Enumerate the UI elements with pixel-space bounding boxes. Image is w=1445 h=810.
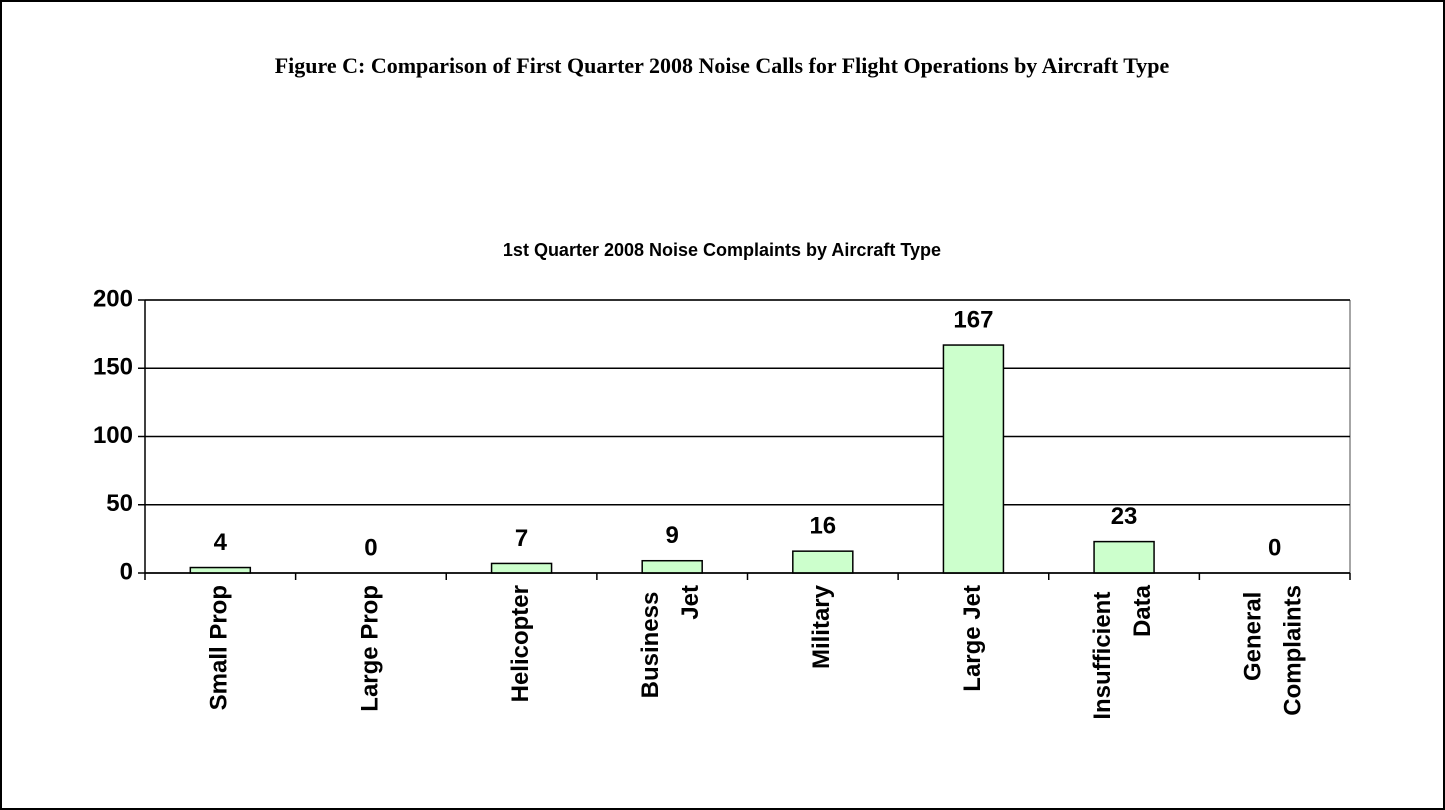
- y-tick-label: 100: [93, 422, 133, 449]
- value-label: 23: [1111, 503, 1138, 530]
- x-tick-label-line: General: [1240, 585, 1267, 681]
- x-tick-label-line: Insufficient: [1089, 585, 1116, 720]
- y-tick-label: 200: [93, 285, 133, 312]
- bar: [641, 559, 703, 574]
- y-tick-label: 150: [93, 354, 133, 381]
- x-tick-label-line: Business: [638, 585, 665, 698]
- value-label: 167: [953, 306, 993, 333]
- value-label: 4: [214, 529, 228, 556]
- x-tick-label: Large Prop: [356, 585, 383, 712]
- figure-title: Figure C: Comparison of First Quarter 20…: [275, 53, 1170, 78]
- x-tick-label: Small Prop: [206, 585, 233, 710]
- x-tick-label-line: Data: [1129, 584, 1156, 637]
- x-tick-label: Helicopter: [507, 585, 534, 702]
- x-tick-label: Large Jet: [959, 585, 986, 692]
- y-tick-label: 0: [120, 558, 133, 585]
- value-label: 0: [1268, 534, 1281, 561]
- bar: [1093, 540, 1155, 574]
- bar: [792, 550, 854, 574]
- chart-title: 1st Quarter 2008 Noise Complaints by Air…: [503, 240, 941, 260]
- y-tick-label: 50: [106, 490, 133, 517]
- bar: [942, 344, 1005, 574]
- x-tick-label-line: Complaints: [1280, 585, 1307, 716]
- x-tick-label: Military: [808, 584, 835, 669]
- value-label: 16: [809, 513, 836, 540]
- value-label: 0: [364, 534, 377, 561]
- bar: [490, 562, 553, 574]
- bar: [189, 566, 252, 574]
- x-tick-label: General Complaints: [1240, 585, 1307, 716]
- x-tick-label: Business Jet: [638, 585, 705, 698]
- x-tick-label-line: Jet: [678, 585, 705, 620]
- value-label: 7: [515, 525, 528, 552]
- x-tick-label: Insufficient Data: [1089, 584, 1156, 719]
- value-label: 9: [666, 522, 679, 549]
